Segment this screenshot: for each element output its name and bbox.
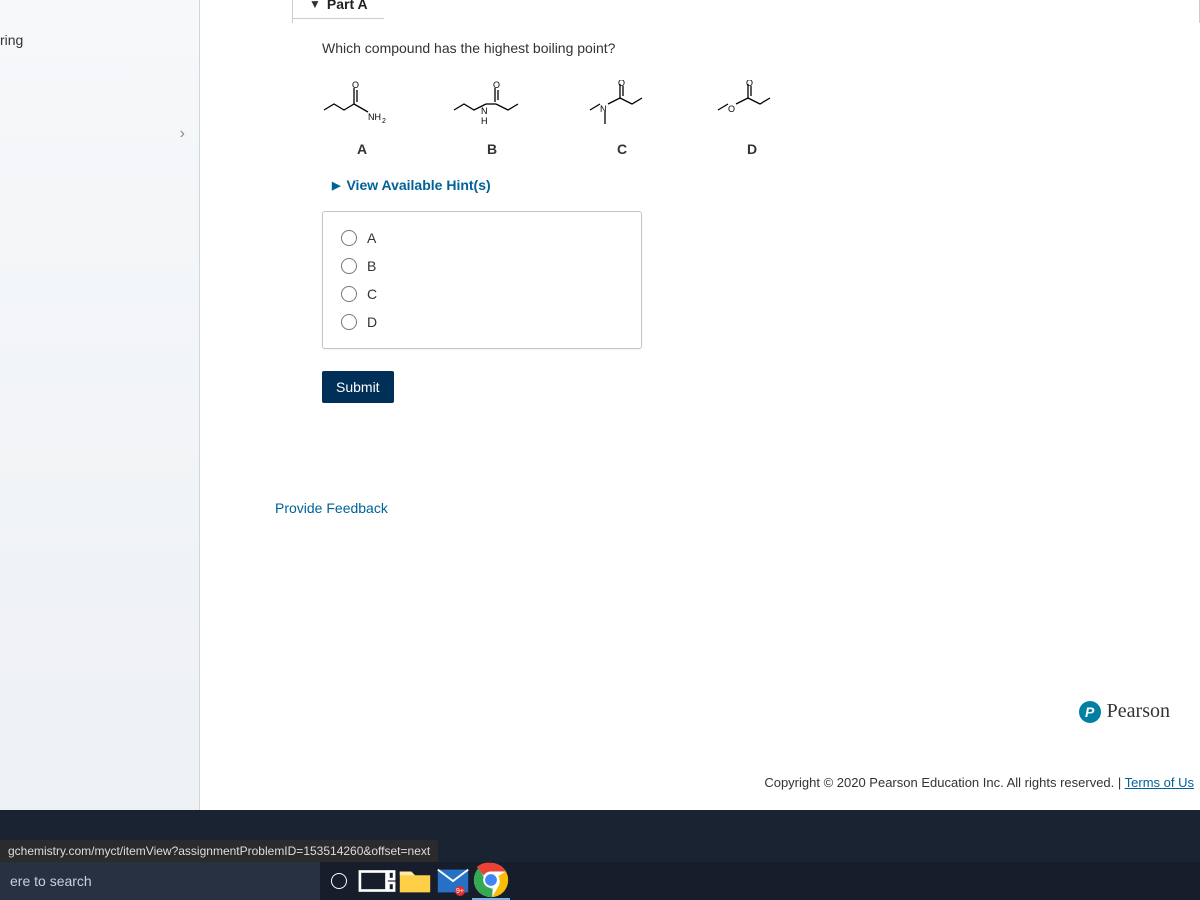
structure-a-label: A [357,141,367,157]
chrome-icon[interactable] [472,862,510,900]
mail-badge: 9+ [455,886,465,896]
hints-label: View Available Hint(s) [346,177,490,193]
caret-down-icon: ▼ [309,0,321,11]
svg-text:N: N [481,106,488,116]
terms-link[interactable]: Terms of Us [1125,775,1194,790]
radio-c[interactable] [341,286,357,302]
sidebar-partial-text: ring [0,32,23,48]
copyright-footer: Copyright © 2020 Pearson Education Inc. … [764,775,1194,790]
structure-d-label: D [747,141,757,157]
structure-a: O NH 2 A [322,80,402,157]
structure-c-svg: N O [582,80,662,135]
radio-b[interactable] [341,258,357,274]
structure-d-svg: O O [712,80,792,135]
radio-d[interactable] [341,314,357,330]
windows-taskbar: ere to search 9+ [0,862,1200,900]
question-text: Which compound has the highest boiling p… [322,40,1170,56]
option-row-d[interactable]: D [341,308,623,336]
svg-text:O: O [618,80,625,88]
submit-button[interactable]: Submit [322,371,394,403]
triangle-right-icon: ▶ [332,179,340,192]
pearson-logo: P Pearson [1079,700,1170,723]
svg-text:O: O [746,80,753,88]
radio-a[interactable] [341,230,357,246]
pearson-text: Pearson [1107,700,1170,723]
chevron-right-icon[interactable]: › [180,125,185,143]
mail-icon[interactable]: 9+ [434,862,472,900]
svg-text:2: 2 [382,118,386,125]
answer-options-box: A B C D [322,211,642,349]
structure-b-label: B [487,141,497,157]
left-sidebar: ring › [0,0,200,810]
taskbar-search-text: ere to search [10,873,92,889]
part-body: Which compound has the highest boiling p… [292,24,1200,419]
file-explorer-icon[interactable] [396,862,434,900]
structure-c: N O C [582,80,662,157]
structure-d: O O D [712,80,792,157]
structure-b-svg: O N H [452,80,532,135]
provide-feedback-link[interactable]: Provide Feedback [275,500,388,516]
structure-b: O N H B [452,80,532,157]
option-row-a[interactable]: A [341,224,623,252]
svg-text:O: O [728,104,735,114]
copyright-text: Copyright © 2020 Pearson Education Inc. … [764,775,1121,790]
option-b-label: B [367,258,376,274]
part-header: ▼ Part A [292,0,1200,23]
svg-text:O: O [493,80,500,90]
svg-text:H: H [481,116,488,126]
structure-c-label: C [617,141,627,157]
part-tab[interactable]: ▼ Part A [293,0,384,19]
view-hints-link[interactable]: ▶ View Available Hint(s) [332,177,1170,193]
option-c-label: C [367,286,377,302]
taskbar-search[interactable]: ere to search [0,862,320,900]
svg-text:NH: NH [368,112,381,122]
pearson-p-icon: P [1079,701,1101,723]
option-a-label: A [367,230,376,246]
structure-a-svg: O NH 2 [322,80,402,135]
svg-text:O: O [352,80,359,90]
option-row-b[interactable]: B [341,252,623,280]
cortana-icon[interactable] [320,862,358,900]
url-status-hint: gchemistry.com/myct/itemView?assignmentP… [0,840,438,862]
taskview-icon[interactable] [358,862,396,900]
option-row-c[interactable]: C [341,280,623,308]
structure-row: O NH 2 A O N H B [322,80,1170,157]
part-title: Part A [327,0,368,12]
option-d-label: D [367,314,377,330]
